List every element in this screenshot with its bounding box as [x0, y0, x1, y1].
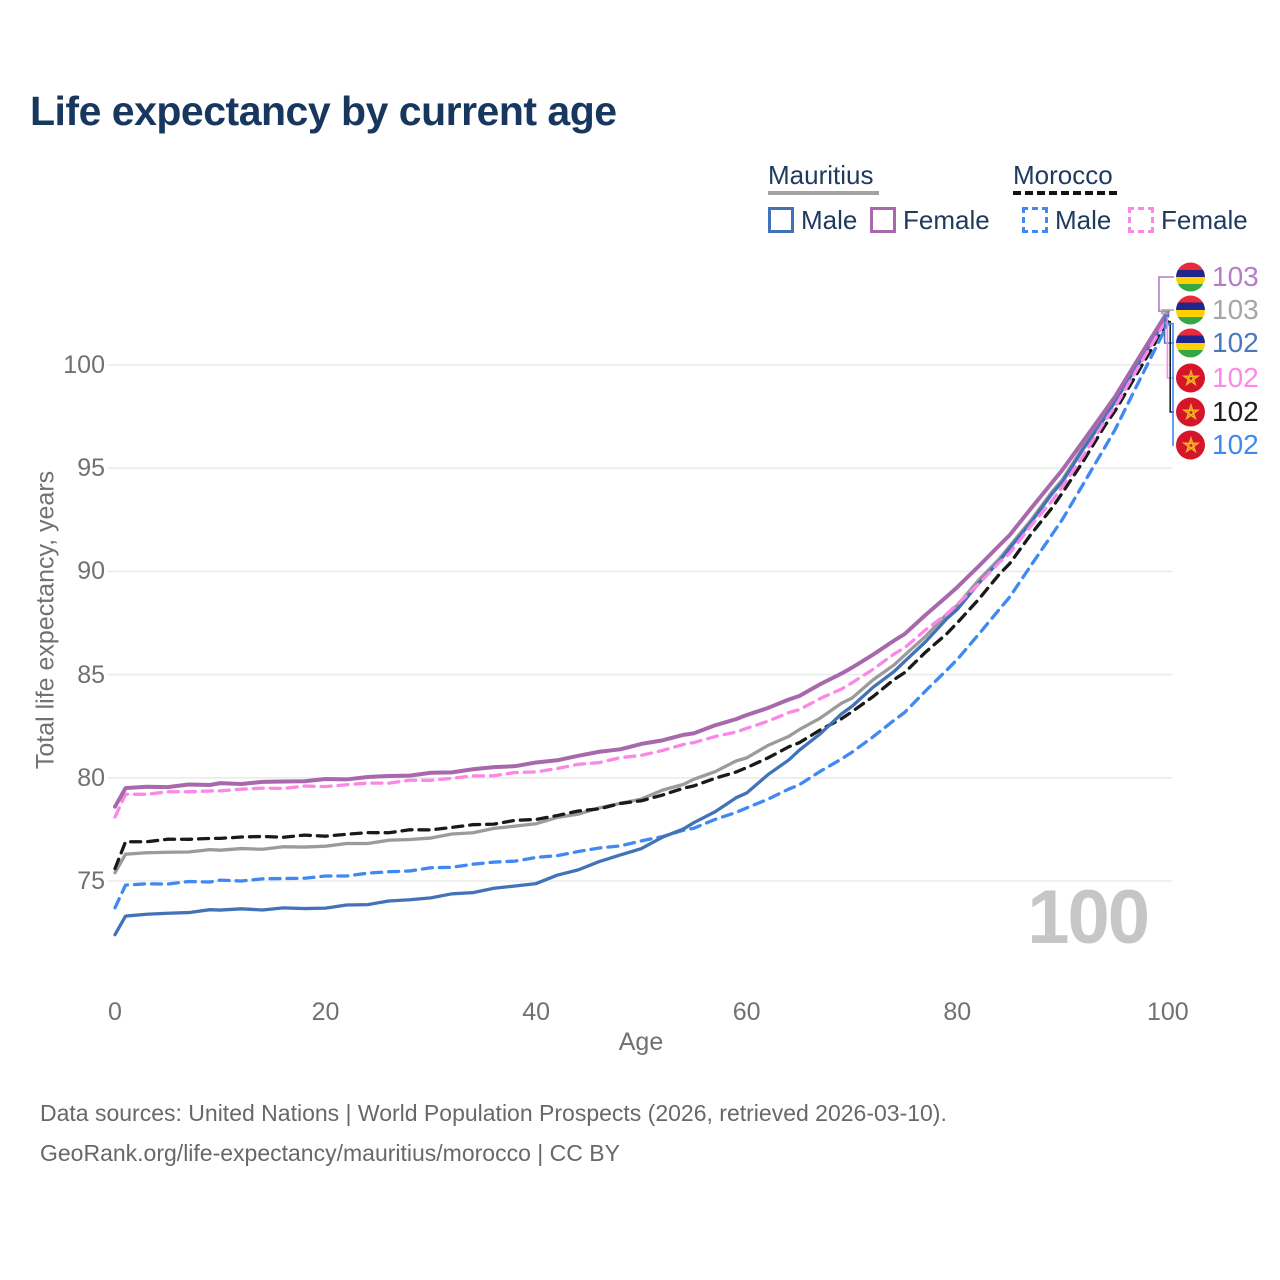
end-label-connector-0 — [1158, 276, 1174, 313]
morocco-flag-icon — [1176, 397, 1205, 427]
y-tick-label-80: 80 — [77, 763, 105, 792]
y-axis-title: Total life expectancy, years — [31, 470, 60, 770]
legend-mauritius-male-label[interactable]: Male — [801, 205, 858, 235]
age-counter-watermark: 100 — [1027, 875, 1150, 960]
end-label-connector-1 — [1161, 309, 1174, 315]
mauritius-flag-icon — [1176, 328, 1205, 358]
x-tick-label-80: 80 — [943, 998, 972, 1026]
x-axis-title: Age — [618, 1028, 664, 1056]
end-label-connector-4 — [1167, 320, 1174, 413]
mauritius-flag-icon — [1176, 295, 1205, 325]
mauritius-flag-icon — [1176, 262, 1205, 292]
x-tick-label-40: 40 — [522, 998, 551, 1026]
series-line-mauritius-male — [113, 313, 1170, 937]
x-tick-label-0: 0 — [108, 998, 122, 1026]
end-value-morocco-male: 102 — [1212, 429, 1259, 460]
end-value-mauritius-female: 103 — [1212, 261, 1259, 292]
end-value-morocco-female: 102 — [1212, 362, 1259, 393]
end-value-mauritius-all: 103 — [1212, 294, 1259, 325]
legend-morocco-male-label[interactable]: Male — [1055, 205, 1112, 235]
end-value-mauritius-male: 102 — [1212, 327, 1259, 358]
end-value-morocco-all: 102 — [1212, 396, 1259, 427]
y-tick-label-90: 90 — [77, 557, 105, 586]
morocco-flag-icon — [1176, 430, 1205, 460]
series-line-morocco-male — [113, 322, 1170, 910]
legend-morocco-female-label[interactable]: Female — [1161, 205, 1248, 235]
end-label-connector-5 — [1167, 322, 1174, 446]
legend-morocco-all-line-swatch — [1013, 191, 1117, 195]
y-tick-label-100: 100 — [63, 351, 105, 379]
legend-mauritius-male-swatch[interactable] — [768, 207, 794, 233]
legend-morocco-female-swatch[interactable] — [1128, 207, 1154, 233]
legend-group-mauritius-title[interactable]: Mauritius — [768, 160, 874, 190]
y-tick-label-95: 95 — [77, 454, 105, 483]
legend-mauritius-female-swatch[interactable] — [870, 207, 896, 233]
footer-attribution: GeoRank.org/life-expectancy/mauritius/mo… — [40, 1140, 620, 1166]
legend-mauritius-female-label[interactable]: Female — [903, 205, 990, 235]
page-title: Life expectancy by current age — [30, 88, 617, 134]
legend-morocco-male-swatch[interactable] — [1022, 207, 1048, 233]
footer-data-sources: Data sources: United Nations | World Pop… — [40, 1100, 947, 1126]
end-label-connector-2 — [1163, 314, 1174, 344]
series-line-morocco-female — [113, 315, 1170, 819]
legend-group-morocco-title[interactable]: Morocco — [1013, 160, 1113, 190]
morocco-flag-icon — [1176, 363, 1205, 393]
legend-mauritius-all-line-swatch — [768, 191, 879, 195]
series-line-mauritius-female — [113, 309, 1170, 809]
y-tick-label-75: 75 — [77, 867, 105, 895]
x-tick-label-60: 60 — [732, 998, 761, 1026]
series-line-morocco-all — [113, 320, 1170, 871]
x-tick-label-20: 20 — [311, 998, 340, 1026]
y-tick-label-85: 85 — [77, 660, 105, 689]
x-tick-label-100: 100 — [1146, 998, 1189, 1026]
